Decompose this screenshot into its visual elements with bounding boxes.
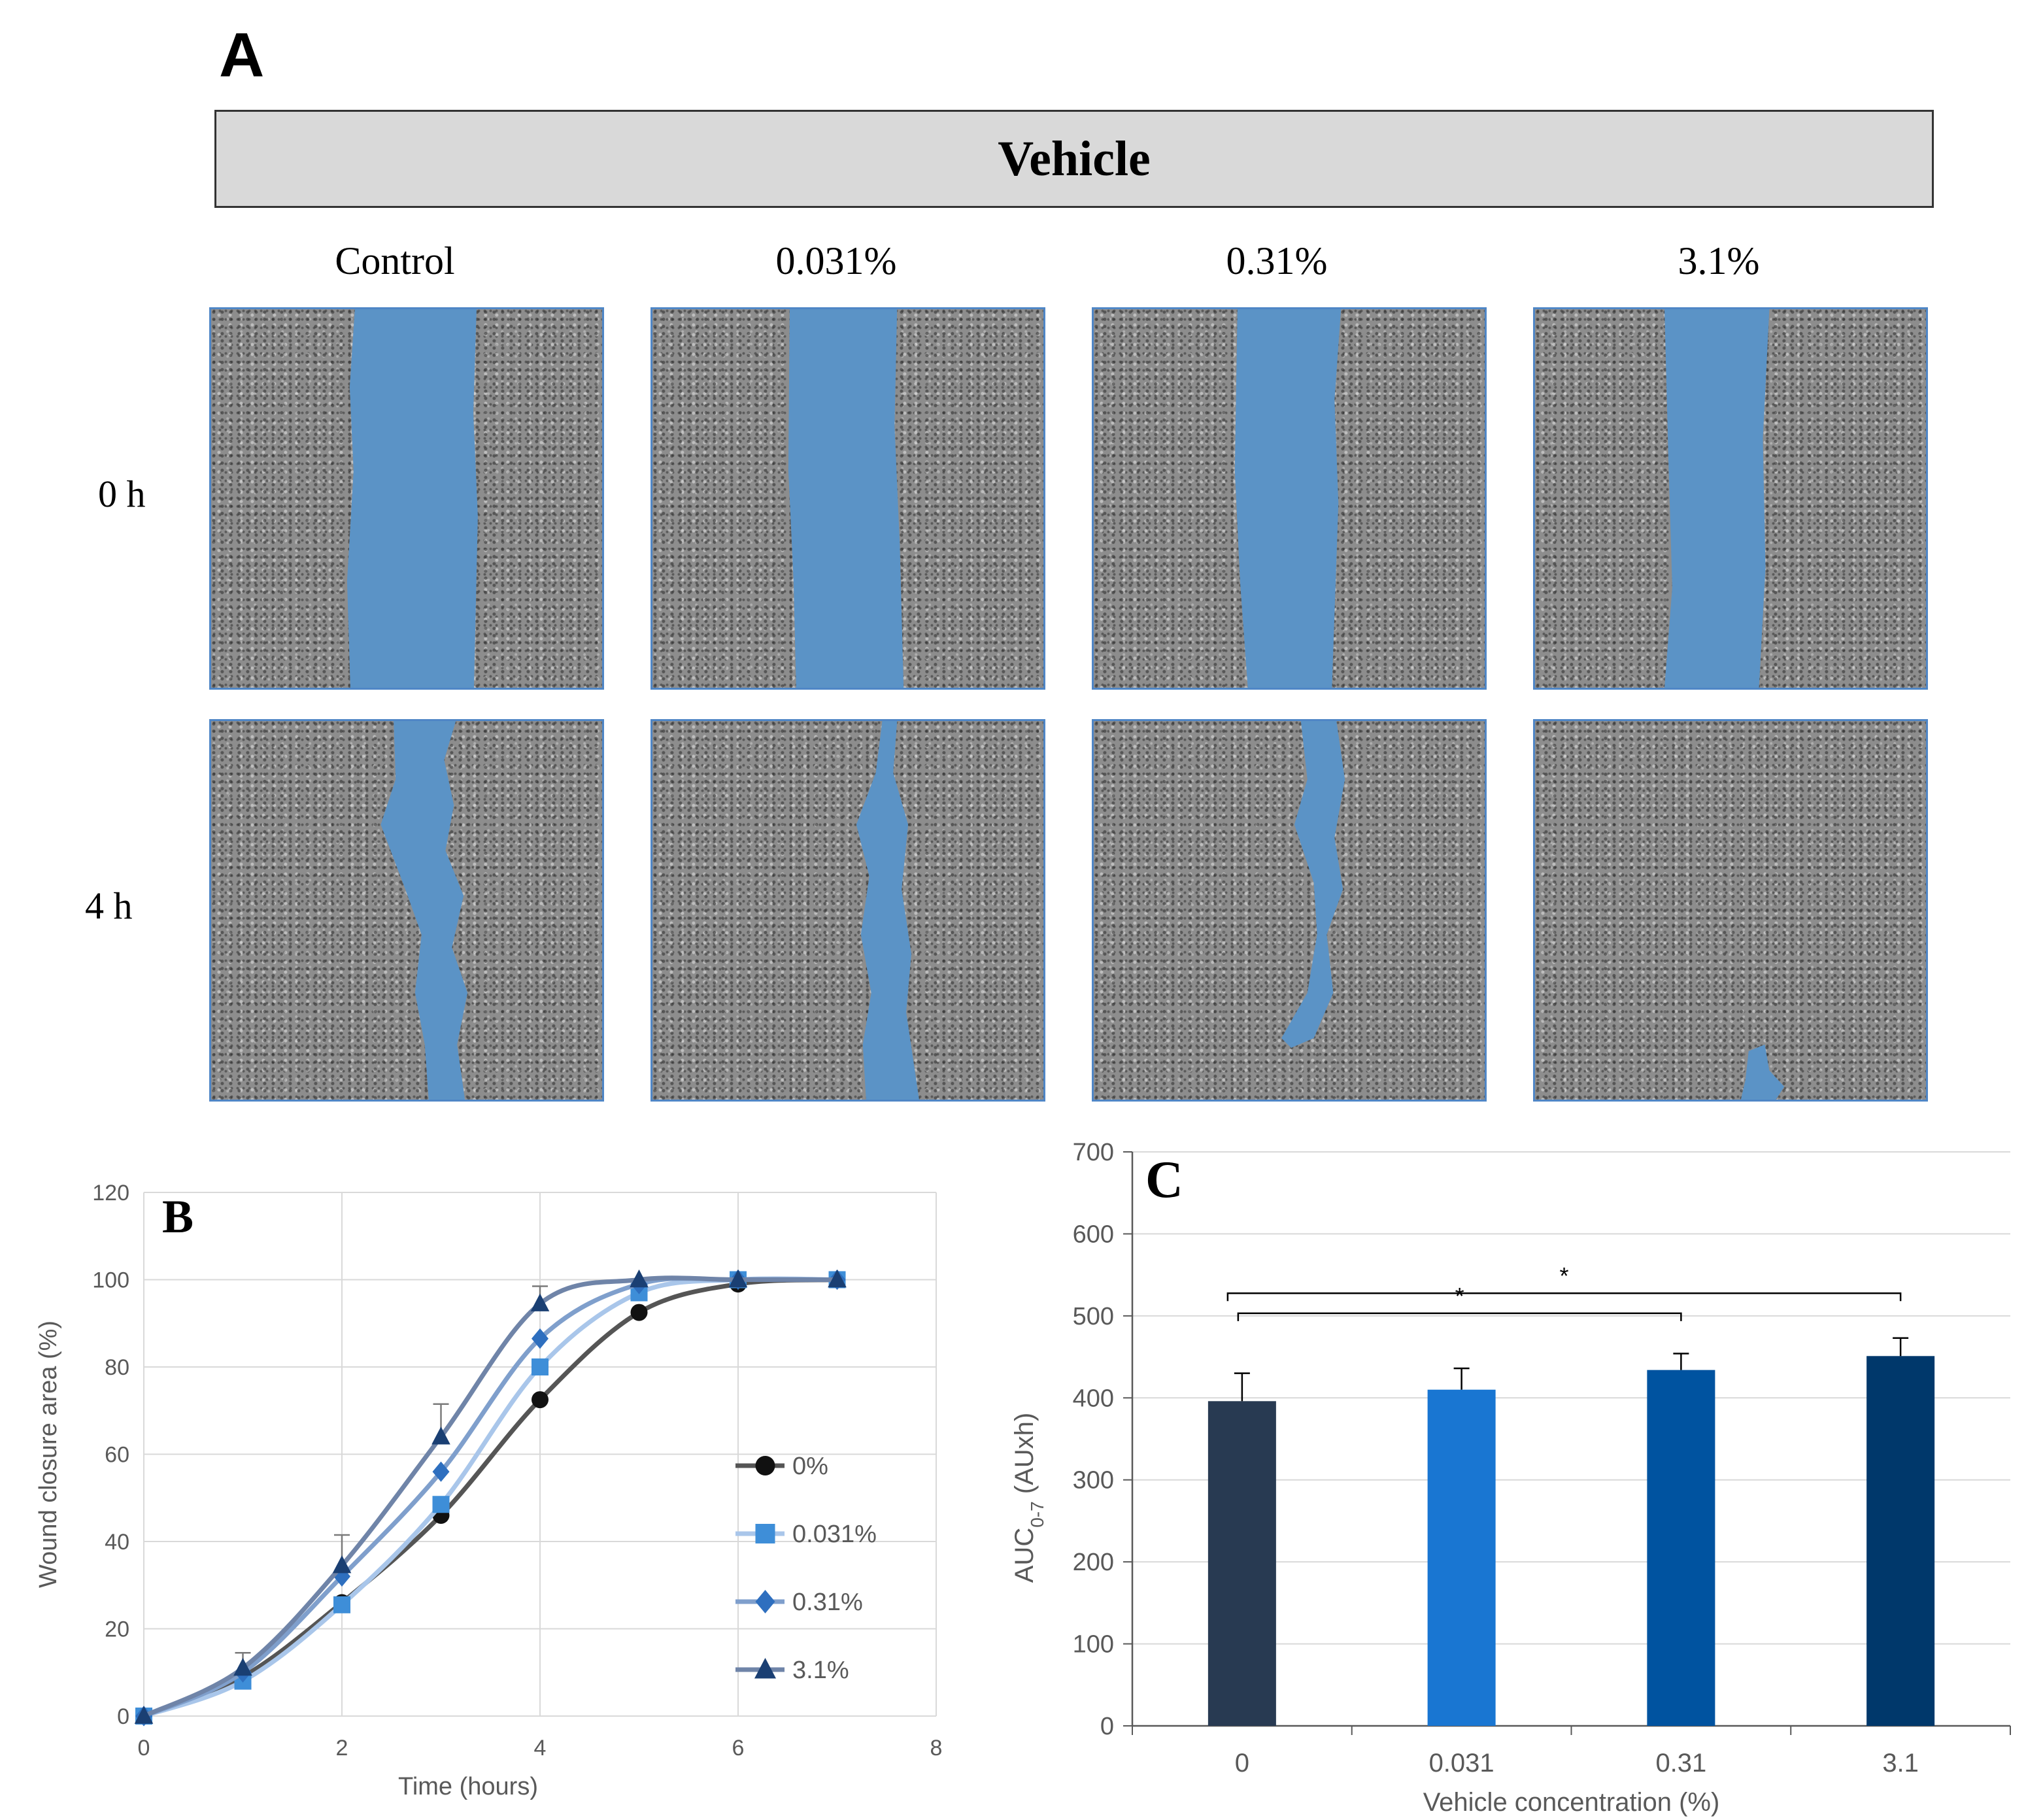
y-tick-label: 400 [1073,1385,1114,1412]
column-label-31: 3.1% [1678,239,1760,282]
data-point [432,1461,450,1482]
significance-bracket: * [1226,1262,1902,1302]
series-line [143,1277,837,1719]
series-line [143,1276,837,1719]
y-tick-label: 600 [1073,1221,1114,1248]
bracket-line [1237,1312,1682,1321]
bar [1207,1401,1276,1726]
y-tick-label: 60 [105,1443,129,1468]
data-point [332,1555,352,1574]
significance-mark: * [1559,1262,1568,1289]
data-point [755,1590,775,1613]
x-tick-label: 0.031 [1429,1749,1494,1778]
x-axis-label: Time (hours) [398,1773,538,1800]
x-tick-label: 2 [336,1736,348,1761]
legend-label: 3.1% [792,1657,849,1684]
y-tick-label: 0 [1100,1713,1114,1740]
data-point [755,1456,775,1475]
panel-c-letter: C [1145,1151,1183,1209]
data-point [233,1657,252,1676]
y-tick-label: 100 [1073,1631,1114,1659]
y-tick-label: 500 [1073,1303,1114,1330]
x-tick-label: 3.1 [1882,1749,1919,1778]
y-tick-label: 0 [117,1704,129,1729]
wound-closure-line-chart: 0 20 40 60 80 100 120 0 2 4 6 8 Time (hours) Wound cl… [35,1181,943,1800]
data-point [432,1496,450,1513]
y-axis-label-main: AUC [1010,1528,1039,1583]
x-tick-label: 0 [138,1736,150,1761]
bar [1647,1370,1715,1726]
column-label-control: Control [335,239,455,282]
micrograph-031-4h [1092,719,1487,1102]
x-tick-label: 0.31 [1655,1749,1706,1778]
series-line [143,1275,837,1719]
bar [1866,1356,1935,1726]
column-label-031: 0.31% [1226,239,1328,282]
legend-label: 0.031% [792,1521,877,1548]
micrograph-31-0h [1533,307,1928,690]
x-tick-label: 0 [1235,1749,1249,1778]
legend-label: 0.31% [792,1589,863,1616]
y-tick-label: 200 [1073,1549,1114,1576]
micrograph-0031-0h [650,307,1045,690]
data-point [728,1269,748,1288]
series-line [143,1276,837,1719]
row-label-0h: 0 h [98,473,146,515]
data-point [755,1524,775,1543]
panel-a-letter: A [219,20,265,90]
y-tick-label: 40 [105,1530,129,1555]
vehicle-title-box: Vehicle [214,110,1934,208]
legend-label: 0% [792,1453,828,1480]
y-axis-label-unit: (AUxh) [1010,1413,1039,1502]
y-axis-label: AUC0-7 (AUxh) [1010,1413,1047,1583]
significance-mark: * [1455,1283,1464,1309]
y-tick-label: 100 [92,1268,129,1293]
x-tick-label: 8 [930,1736,943,1761]
data-point [530,1293,550,1311]
bracket-line [1226,1292,1902,1302]
x-tick-label: 4 [534,1736,547,1761]
data-point [630,1304,648,1321]
auc-bar-chart: 0 100 200 300 400 500 600 700 0 0.031 0.31 3.1 Vehic… [1010,1139,2011,1817]
data-point [532,1328,549,1349]
x-axis-label: Vehicle concentration (%) [1423,1788,1720,1817]
bar [1427,1389,1496,1726]
data-point [630,1269,649,1288]
series-3: 3.1% [134,1269,849,1724]
y-axis-label-subscript: 0-7 [1027,1501,1047,1527]
y-tick-label: 120 [92,1181,129,1205]
data-point [532,1358,549,1375]
significance-bracket: * [1237,1283,1682,1321]
micrograph-control-4h [209,719,604,1102]
series-0: 0% [135,1271,846,1725]
y-axis-label: Wound closure area (%) [35,1321,62,1588]
y-tick-label: 80 [105,1355,129,1380]
data-point [828,1269,847,1288]
column-label-0031: 0.031% [775,239,897,282]
micrograph-31-4h [1533,719,1928,1102]
vehicle-title: Vehicle [998,131,1151,186]
data-point [431,1426,450,1445]
row-label-4h: 4 h [85,885,133,927]
data-point [754,1658,776,1679]
data-point [333,1596,350,1613]
y-tick-label: 300 [1073,1467,1114,1494]
micrograph-031-0h [1092,307,1487,690]
micrograph-0031-4h [650,719,1045,1102]
panel-b-letter: B [162,1190,194,1243]
data-point [134,1706,154,1724]
micrograph-control-0h [209,307,604,690]
series-2: 0.31% [135,1269,863,1727]
y-tick-label: 20 [105,1617,129,1642]
x-tick-label: 6 [732,1736,745,1761]
data-point [532,1391,549,1409]
y-tick-label: 700 [1073,1139,1114,1166]
